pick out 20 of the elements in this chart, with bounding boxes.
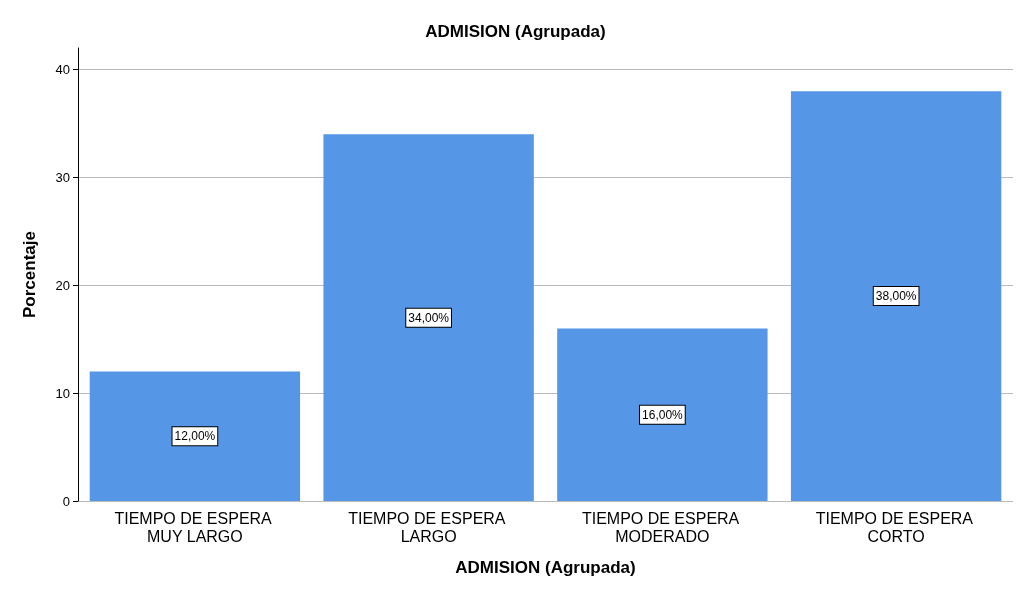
bar (557, 328, 768, 501)
bar (89, 371, 301, 501)
y-tick-label: 30 (55, 169, 70, 185)
y-tick-label: 10 (55, 385, 70, 401)
y-tick-label: 0 (62, 493, 70, 509)
data-label: 12,00% (174, 429, 216, 444)
y-axis-title: Porcentaje (20, 231, 39, 318)
data-label: 16,00% (642, 407, 684, 422)
x-tick-label: TIEMPO DE ESPERA MODERADO (581, 509, 743, 545)
x-tick-label: TIEMPO DE ESPERA LARGO (348, 509, 510, 545)
y-tick-label: 20 (55, 277, 70, 293)
x-tick-label: TIEMPO DE ESPERA CORTO (815, 509, 977, 545)
data-label: 38,00% (875, 289, 917, 304)
data-label: 34,00% (408, 310, 450, 325)
y-tick-label: 40 (55, 62, 70, 78)
bar (790, 91, 1002, 501)
x-tick-label: TIEMPO DE ESPERA MUY LARGO (114, 509, 276, 545)
chart-title: ADMISION (Agrupada) (425, 22, 606, 41)
x-axis-title: ADMISION (Agrupada) (455, 558, 636, 577)
bar (323, 134, 534, 501)
